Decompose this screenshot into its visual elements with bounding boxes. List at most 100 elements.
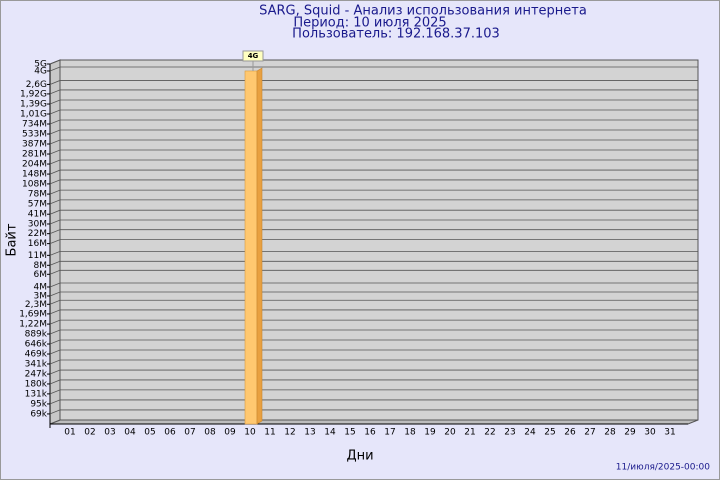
grid-line bbox=[49, 169, 698, 175]
chart-title: SARG, Squid - Анализ использования интер… bbox=[259, 4, 587, 19]
y-tick-label: 1,92G bbox=[20, 89, 47, 99]
x-tick-label: 09 bbox=[224, 428, 236, 438]
y-tick-label: 3M bbox=[34, 291, 48, 301]
x-tick-label: 25 bbox=[544, 428, 555, 438]
grid-line bbox=[49, 89, 698, 95]
y-tick-label: 2,6G bbox=[26, 80, 47, 90]
grid-line bbox=[49, 139, 698, 145]
x-tick-label: 28 bbox=[604, 428, 616, 438]
y-tick-label: 95k bbox=[30, 399, 47, 409]
grid-line bbox=[49, 239, 698, 245]
grid-line bbox=[49, 309, 698, 315]
x-tick-label: 31 bbox=[664, 428, 675, 438]
x-tick-label: 10 bbox=[244, 428, 256, 438]
y-tick-label: 148M bbox=[22, 170, 47, 180]
y-tick-label: 204M bbox=[22, 160, 47, 170]
y-tick-label: 1,01G bbox=[20, 110, 47, 120]
grid-line bbox=[49, 359, 698, 365]
grid-line bbox=[49, 219, 698, 225]
x-tick-label: 02 bbox=[84, 428, 95, 438]
x-tick-label: 23 bbox=[504, 428, 515, 438]
grid-line bbox=[49, 269, 698, 275]
y-tick-label: 41M bbox=[28, 210, 47, 220]
x-tick-label: 11 bbox=[264, 428, 275, 438]
bar-side bbox=[256, 67, 263, 425]
y-axis-label: Байт bbox=[5, 223, 20, 256]
x-axis-label: Дни bbox=[346, 449, 373, 464]
grid-line bbox=[49, 319, 698, 325]
grid-line bbox=[49, 389, 698, 395]
grid-line bbox=[49, 66, 698, 72]
grid-line bbox=[49, 99, 698, 105]
y-tick-label: 8M bbox=[34, 261, 48, 271]
x-tick-label: 27 bbox=[584, 428, 595, 438]
y-tick-label: 2,3M bbox=[25, 300, 47, 310]
grid-line bbox=[49, 379, 698, 385]
grid-line bbox=[49, 229, 698, 235]
x-tick-label: 15 bbox=[344, 428, 355, 438]
x-tick-label: 01 bbox=[64, 428, 75, 438]
y-tick-label: 69k bbox=[30, 409, 47, 419]
grid-line bbox=[49, 109, 698, 115]
grid-line bbox=[49, 299, 698, 305]
y-tick-label: 469k bbox=[25, 350, 48, 360]
x-tick-label: 04 bbox=[124, 428, 136, 438]
y-tick-label: 180k bbox=[25, 379, 48, 389]
grid-line bbox=[49, 260, 698, 266]
grid-line bbox=[49, 189, 698, 195]
y-tick-label: 108M bbox=[22, 179, 47, 189]
grid-line bbox=[49, 179, 698, 185]
x-tick-label: 08 bbox=[204, 428, 216, 438]
x-tick-label: 05 bbox=[144, 428, 155, 438]
x-tick-label: 14 bbox=[324, 428, 336, 438]
y-tick-label: 6M bbox=[34, 270, 48, 280]
plot-floor bbox=[49, 419, 699, 425]
y-tick-label: 889k bbox=[25, 330, 48, 340]
chart-subtitle: Пользователь: 192.168.37.103 bbox=[292, 27, 500, 42]
y-tick-label: 387M bbox=[22, 140, 47, 150]
y-tick-label: 281M bbox=[22, 150, 47, 160]
y-tick-label: 30M bbox=[28, 219, 47, 229]
grid-line bbox=[49, 349, 698, 355]
x-tick-label: 30 bbox=[644, 428, 656, 438]
grid-line bbox=[49, 209, 698, 215]
grid-line bbox=[49, 59, 698, 65]
x-tick-label: 13 bbox=[304, 428, 315, 438]
x-tick-label: 16 bbox=[364, 428, 376, 438]
grid-line bbox=[49, 339, 698, 345]
x-tick-label: 18 bbox=[404, 428, 416, 438]
x-tick-label: 20 bbox=[444, 428, 456, 438]
x-tick-label: 19 bbox=[424, 428, 436, 438]
grid-line bbox=[49, 149, 698, 155]
y-tick-label: 734M bbox=[22, 119, 47, 129]
y-tick-label: 22M bbox=[28, 229, 47, 239]
y-tick-label: 57M bbox=[28, 199, 47, 209]
y-tick-label: 4M bbox=[34, 282, 48, 292]
y-tick-label: 247k bbox=[25, 370, 48, 380]
y-tick-label: 341k bbox=[25, 359, 48, 369]
x-tick-label: 06 bbox=[164, 428, 176, 438]
x-tick-label: 21 bbox=[464, 428, 475, 438]
y-tick-label: 16M bbox=[28, 239, 47, 249]
y-tick-label: 131k bbox=[25, 389, 48, 399]
chart-subtitle: Период: 10 июля 2025 bbox=[293, 16, 446, 31]
y-tick-label: 4G bbox=[34, 66, 47, 76]
y-tick-label: 78M bbox=[28, 190, 47, 200]
value-label: 4G bbox=[248, 52, 259, 60]
x-tick-label: 17 bbox=[384, 428, 395, 438]
x-tick-label: 07 bbox=[184, 428, 195, 438]
grid-line bbox=[49, 291, 698, 297]
grid-line bbox=[49, 129, 698, 135]
timestamp: 11/июля/2025-00:00 bbox=[616, 463, 710, 473]
y-tick-label: 1,39G bbox=[20, 100, 47, 110]
x-tick-label: 12 bbox=[284, 428, 295, 438]
y-tick-label: 533M bbox=[22, 130, 47, 140]
y-tick-label: 11M bbox=[28, 251, 47, 261]
x-tick-label: 24 bbox=[524, 428, 536, 438]
grid-line bbox=[49, 329, 698, 335]
grid-line bbox=[49, 199, 698, 205]
grid-line bbox=[49, 80, 698, 85]
x-tick-label: 22 bbox=[484, 428, 495, 438]
y-tick-label: 1,69M bbox=[19, 309, 47, 319]
